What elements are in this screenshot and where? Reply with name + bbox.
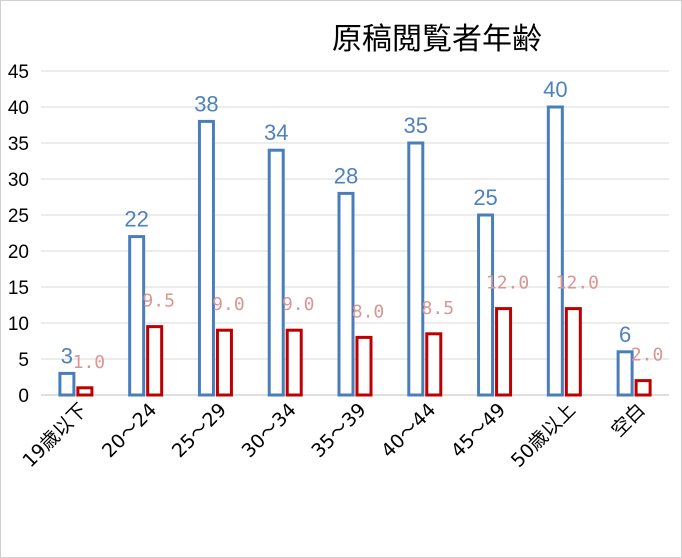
bar-series-1 [58,371,76,397]
data-label-series-2: 12.0 [486,273,529,294]
bar-series-2 [215,328,233,397]
bar-series-1 [407,141,425,397]
bar-series-2 [285,328,303,397]
data-label-series-2: 1.0 [73,352,106,373]
data-label-series-1: 38 [194,91,218,116]
data-label-series-1: 3 [61,343,73,368]
data-label-series-2: 2.0 [631,345,664,366]
data-label-series-2: 9.0 [212,294,245,315]
bar-series-2 [146,325,164,397]
bar-series-1 [267,148,285,397]
data-label-series-2: 8.5 [422,298,455,319]
chart-title: 原稿閲覧者年齢 [332,22,542,57]
x-tick-label: 50歳以上 [507,399,580,472]
y-tick-label: 5 [18,350,29,371]
bar-series-1 [197,119,215,397]
x-tick-label: 空白 [607,399,649,441]
data-label-series-1: 35 [404,113,428,138]
x-tick-label: 19歳以下 [18,399,91,472]
data-label-series-1: 40 [543,77,567,102]
x-tick-label: 45～49 [447,399,510,462]
y-tick-label: 35 [8,134,29,155]
x-tick-label: 25～29 [168,399,231,462]
bar-series-1 [477,213,495,397]
x-tick-label: 40～44 [377,399,440,462]
bar-series-2 [76,386,94,397]
bar-series-2 [355,335,373,397]
x-tick-label: 35～39 [307,399,370,462]
data-label-series-2: 12.0 [556,273,599,294]
y-tick-label: 15 [8,278,29,299]
data-label-series-2: 9.5 [142,291,175,312]
y-tick-label: 25 [8,206,29,227]
bar-series-2 [495,307,513,397]
data-label-series-1: 6 [619,322,631,347]
y-tick-label: 40 [8,98,29,119]
data-label-series-1: 25 [473,185,497,210]
bar-series-1 [546,105,564,397]
bar-series-2 [425,332,443,397]
y-tick-label: 30 [8,170,29,191]
bar-series-2 [634,379,652,397]
data-label-series-1: 34 [264,120,288,145]
x-tick-label: 20～24 [98,399,161,462]
y-tick-label: 20 [8,242,29,263]
y-tick-label: 0 [18,386,29,407]
y-tick-label: 10 [8,314,29,335]
bar-series-1 [337,191,355,397]
x-tick-label: 30～34 [238,399,301,462]
data-label-series-2: 9.0 [282,294,315,315]
y-tick-label: 45 [8,62,29,83]
data-label-series-2: 8.0 [352,301,385,322]
bar-series-1 [128,235,146,397]
data-label-series-1: 28 [334,163,358,188]
data-label-series-1: 22 [124,207,148,232]
bar-series-1 [616,350,634,397]
bar-series-2 [564,307,582,397]
